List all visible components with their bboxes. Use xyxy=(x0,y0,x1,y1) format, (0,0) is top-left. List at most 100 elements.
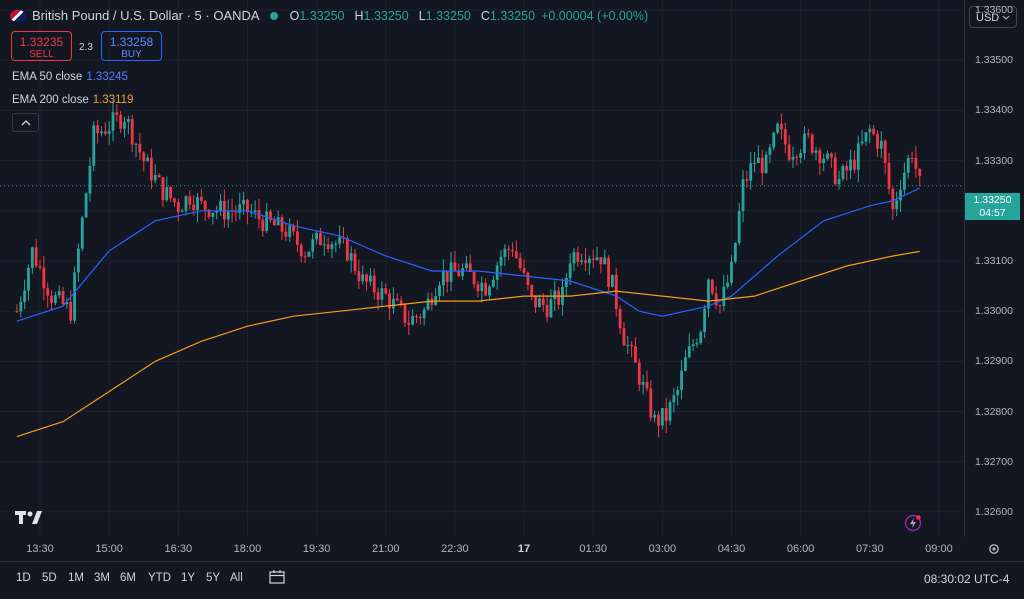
candle-body xyxy=(599,257,603,265)
currency-label: USD xyxy=(976,12,1000,24)
ema50-value: 1.33245 xyxy=(86,71,128,83)
candle-body xyxy=(849,159,852,171)
candle-body xyxy=(180,210,184,212)
candle-body xyxy=(710,279,714,294)
candle-body xyxy=(184,196,188,211)
time-tick-label: 04:30 xyxy=(717,543,746,555)
lightning-icon[interactable] xyxy=(904,514,922,532)
candle-body xyxy=(226,210,230,220)
ema200-line xyxy=(16,250,920,438)
range-button-1d[interactable]: 1D xyxy=(16,572,31,584)
range-button-5y[interactable]: 5Y xyxy=(206,572,221,584)
candle-body xyxy=(411,316,415,325)
candle-body xyxy=(150,157,153,181)
time-tick-label: 21:00 xyxy=(371,543,400,555)
candle-body xyxy=(388,293,391,309)
candle-body xyxy=(826,153,829,159)
candle-body xyxy=(618,308,622,329)
candle-body xyxy=(753,162,756,164)
candle-body xyxy=(372,275,376,293)
candle-body xyxy=(768,147,772,155)
candle-body xyxy=(733,242,737,262)
time-tick-label: 09:00 xyxy=(925,543,953,555)
chevron-up-icon[interactable] xyxy=(12,113,39,132)
ema50-legend[interactable]: EMA 50 close 1.33245 xyxy=(12,71,128,83)
calendar-range-icon[interactable] xyxy=(268,569,286,585)
candle-body xyxy=(530,284,534,296)
candle-body xyxy=(488,286,491,296)
candle-body xyxy=(326,244,330,250)
buy-button[interactable]: 1.33258 BUY xyxy=(101,31,162,61)
candle-body xyxy=(38,265,42,268)
symbol-title[interactable]: British Pound / U.S. Dollar · 5 · OANDA xyxy=(32,8,260,23)
candle-body xyxy=(895,200,899,210)
price-chart[interactable] xyxy=(0,0,964,537)
gear-icon[interactable] xyxy=(987,542,1001,556)
candle-body xyxy=(872,128,876,134)
candle-body xyxy=(772,132,776,148)
chart-area[interactable] xyxy=(0,0,964,537)
range-button-all[interactable]: All xyxy=(230,572,243,584)
ema200-legend[interactable]: EMA 200 close 1.33119 xyxy=(12,94,133,106)
candle-body xyxy=(853,159,856,170)
time-tick-label: 13:30 xyxy=(26,543,54,555)
candle-body xyxy=(176,202,180,212)
candle-body xyxy=(526,272,530,285)
range-button-5d[interactable]: 5D xyxy=(42,572,57,584)
range-button-1y[interactable]: 1Y xyxy=(181,572,196,584)
candle-body xyxy=(153,175,157,181)
candle-body xyxy=(384,288,388,294)
candle-body xyxy=(453,262,457,272)
candle-body xyxy=(833,157,837,185)
range-button-3m[interactable]: 3M xyxy=(94,572,110,584)
clock[interactable]: 08:30:02 UTC-4 xyxy=(924,572,1010,586)
candle-body xyxy=(115,112,119,115)
candle-body xyxy=(100,131,103,134)
range-button-1m[interactable]: 1M xyxy=(68,572,84,584)
candle-body xyxy=(69,301,73,321)
candle-body xyxy=(714,293,718,306)
candle-body xyxy=(511,250,514,252)
candle-body xyxy=(242,199,246,205)
ohlc-low: L1.33250 xyxy=(418,8,471,23)
candle-body xyxy=(234,211,238,213)
candle-body xyxy=(645,381,649,389)
time-tick-label: 06:00 xyxy=(786,543,815,555)
candle-body xyxy=(480,282,484,292)
candle-body xyxy=(791,156,795,160)
candle-body xyxy=(53,295,57,304)
candle-body xyxy=(322,244,326,246)
sell-button[interactable]: 1.33235 SELL xyxy=(11,31,72,61)
candle-body xyxy=(261,219,265,231)
candle-body xyxy=(134,143,138,145)
price-scale[interactable] xyxy=(964,0,1024,537)
time-axis[interactable] xyxy=(0,537,964,561)
candle-body xyxy=(818,150,822,164)
currency-selector[interactable]: USD xyxy=(969,6,1017,28)
range-button-ytd[interactable]: YTD xyxy=(148,572,171,584)
candle-body xyxy=(361,274,365,282)
market-open-icon xyxy=(269,11,278,20)
candle-body xyxy=(196,197,199,211)
candle-body xyxy=(603,257,607,265)
candle-body xyxy=(672,395,676,403)
candle-body xyxy=(641,381,645,385)
candle-body xyxy=(545,304,549,318)
candle-body xyxy=(899,189,902,201)
candle-body xyxy=(776,123,779,133)
candle-body xyxy=(407,322,411,325)
candle-body xyxy=(34,247,38,266)
candle-body xyxy=(169,187,173,199)
time-tick-label: 15:00 xyxy=(95,543,123,555)
candle-body xyxy=(514,251,518,258)
candle-body xyxy=(703,308,707,333)
candle-body xyxy=(622,328,626,346)
range-button-6m[interactable]: 6M xyxy=(120,572,136,584)
candle-body xyxy=(668,402,672,421)
candle-body xyxy=(80,217,84,249)
price-tick-label: 1.33600 xyxy=(975,4,1013,17)
ema200-label: EMA 200 close xyxy=(12,94,89,106)
time-tick-label: 03:00 xyxy=(648,543,677,555)
candle-body xyxy=(253,210,257,213)
candle-body xyxy=(507,248,511,251)
